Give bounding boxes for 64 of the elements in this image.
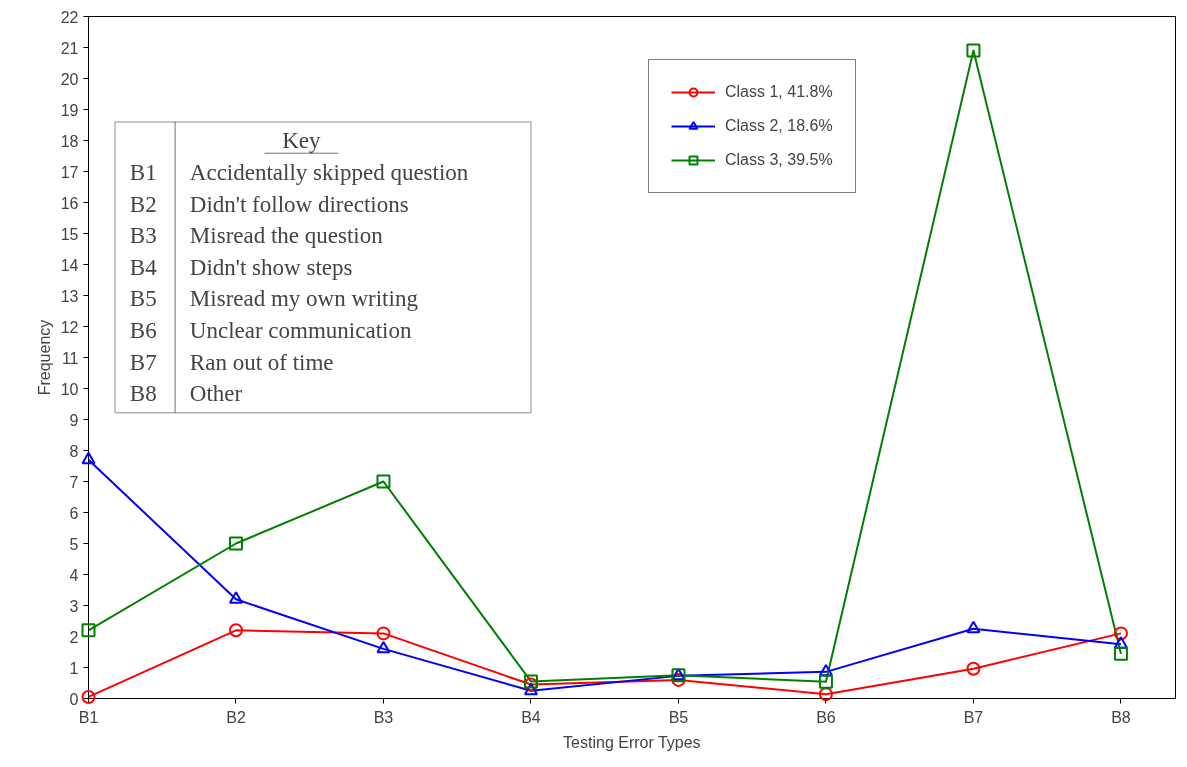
y-tick-label: 17 [60, 163, 79, 181]
x-tick-label: B4 [521, 708, 541, 726]
x-tick-label: B8 [1111, 708, 1131, 726]
text: B1 Accidentally skipped question [129, 159, 469, 185]
point [376, 474, 391, 489]
y-tick-label: 0 [69, 690, 79, 708]
y-tick-label: 4 [69, 566, 79, 584]
point [818, 687, 833, 702]
y-tick-label: 12 [60, 318, 79, 336]
y-tick-label: 10 [60, 380, 79, 398]
text: B7 Ran out of time [129, 349, 334, 375]
x-tick-label: B2 [226, 708, 246, 726]
annotation: Key [282, 128, 322, 154]
point [228, 536, 243, 551]
text: B4 Didn't show steps [129, 254, 353, 280]
x-tick-label: B1 [78, 708, 99, 726]
y-tick-label: 14 [60, 256, 79, 274]
point [966, 43, 981, 58]
text: B2 Didn't follow directions [129, 191, 409, 217]
y-axis-title: Frequency [35, 319, 53, 396]
y-tick-label: 21 [60, 39, 79, 57]
y-tick-label: 18 [60, 132, 79, 150]
y-tick-label: 22 [60, 8, 79, 26]
y-tick-label: 3 [69, 597, 79, 615]
x-tick-label: B6 [816, 708, 836, 726]
y-tick-label: 16 [60, 194, 79, 212]
y-tick-label: 8 [69, 442, 79, 460]
point [818, 663, 833, 677]
point [376, 626, 391, 641]
point [966, 620, 981, 634]
y-tick-label: 6 [69, 504, 79, 522]
y-tick-label: 2 [69, 628, 79, 646]
point [81, 689, 96, 704]
point [81, 623, 96, 638]
point [818, 674, 833, 689]
y-tick-label: 13 [60, 287, 79, 305]
y-tick-label: 11 [61, 349, 79, 367]
y-tick-label: 1 [69, 659, 79, 677]
text: B3 Misread the question [129, 223, 383, 249]
point [228, 591, 243, 604]
legend-label: Class 3, 39.5% [725, 151, 833, 169]
point [228, 623, 243, 638]
y-tick-label: 15 [60, 225, 79, 243]
x-tick-label: B7 [963, 708, 984, 726]
point [1113, 636, 1128, 649]
y-tick-label: 5 [69, 535, 79, 553]
point [523, 682, 538, 696]
y-tick-label: 7 [69, 473, 79, 491]
text: B5 Misread my own writing [129, 286, 418, 312]
point [966, 661, 981, 676]
text: B8 Other [129, 381, 243, 407]
x-tick-label: B3 [373, 708, 394, 726]
point [376, 640, 391, 654]
point [81, 451, 96, 465]
point [1113, 646, 1128, 661]
point [1113, 626, 1128, 641]
legend-label: Class 1, 41.8% [725, 83, 833, 101]
text: B6 Unclear communication [129, 318, 412, 344]
y-tick-label: 20 [60, 70, 79, 88]
y-tick-label: 19 [60, 101, 79, 119]
y-tick-label: 9 [69, 411, 79, 429]
x-axis-title: Testing Error Types [563, 733, 701, 751]
legend-label: Class 2, 18.6% [725, 117, 833, 135]
x-tick-label: B5 [668, 708, 689, 726]
